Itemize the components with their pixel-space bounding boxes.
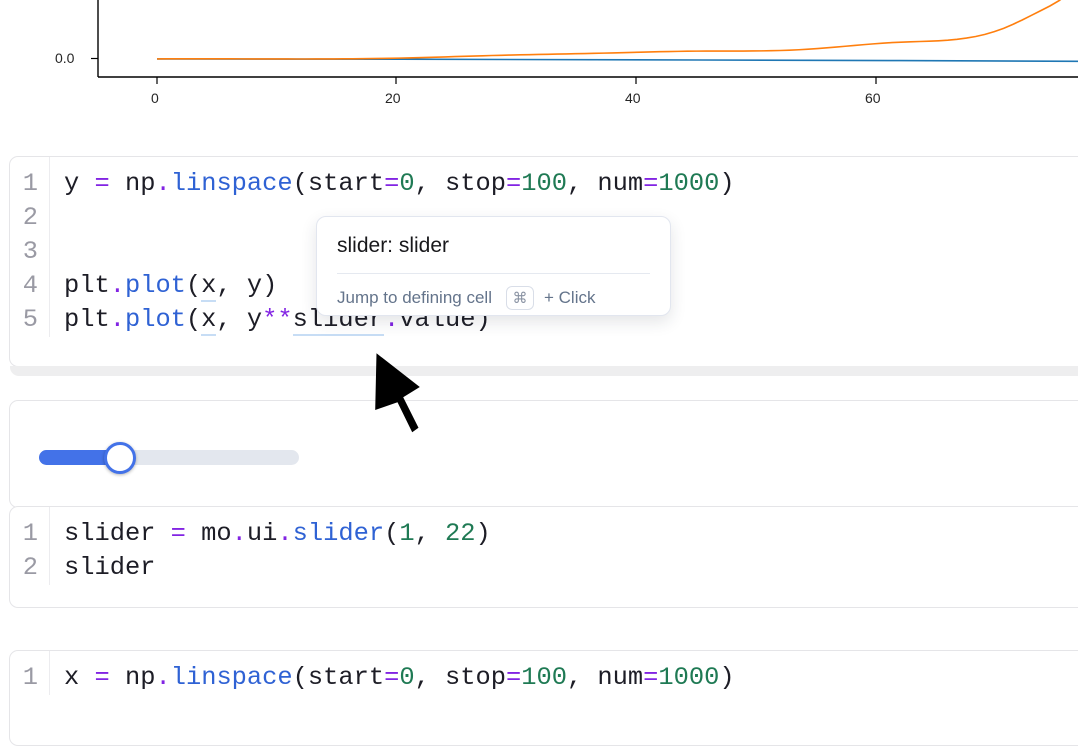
svg-text:0: 0 <box>151 90 159 106</box>
svg-text:0.0: 0.0 <box>55 50 75 66</box>
svg-text:60: 60 <box>865 90 881 106</box>
svg-text:20: 20 <box>385 90 401 106</box>
svg-text:40: 40 <box>625 90 641 106</box>
